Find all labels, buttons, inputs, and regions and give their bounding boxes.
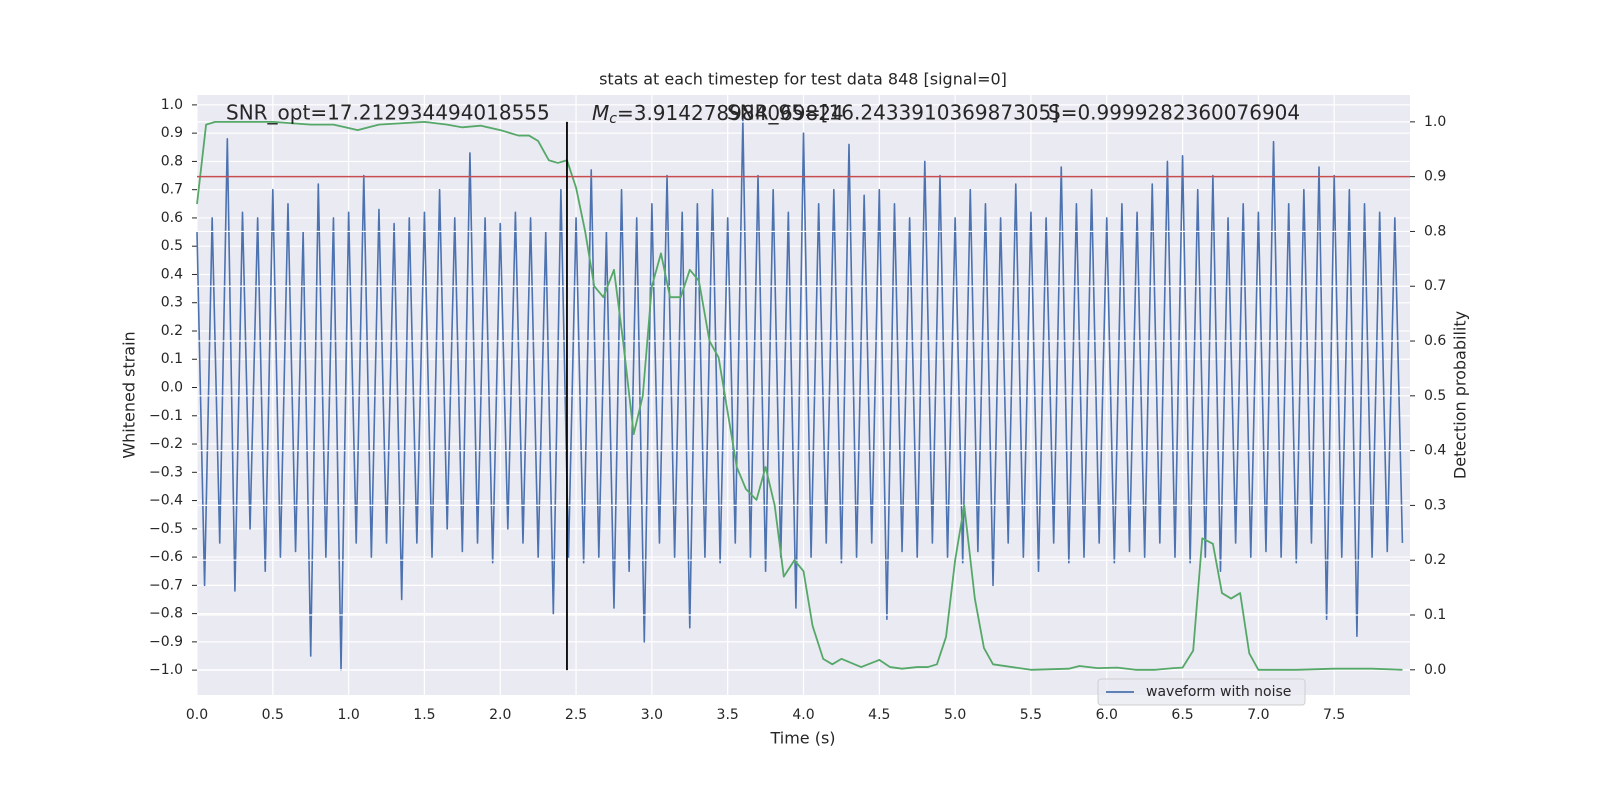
y-tick-label: 0.1 bbox=[161, 351, 183, 367]
x-tick-label: 2.5 bbox=[565, 707, 587, 723]
y-tick-label: −0.8 bbox=[149, 606, 183, 622]
waveform-line bbox=[196, 118, 1404, 671]
x-tick-label: 5.0 bbox=[944, 707, 966, 723]
y-tick-label: 0.2 bbox=[161, 323, 183, 339]
y2-tick-label: 0.7 bbox=[1424, 278, 1446, 294]
y-tick-label: 0.4 bbox=[161, 266, 183, 282]
y2-tick-label: 0.6 bbox=[1424, 333, 1446, 349]
y2-tick-label: 0.0 bbox=[1424, 662, 1446, 678]
x-tick-label: 4.5 bbox=[868, 707, 890, 723]
annotation-value: =3.914278984069824 bbox=[617, 101, 844, 125]
y-tick-label: −0.6 bbox=[149, 549, 183, 565]
y2-tick-label: 1.0 bbox=[1424, 114, 1446, 130]
y-tick-label: −0.4 bbox=[149, 493, 183, 509]
y2-tick-label: 0.9 bbox=[1424, 169, 1446, 185]
y-tick-label: 0.7 bbox=[161, 182, 183, 198]
y-tick-label: 0.3 bbox=[161, 295, 183, 311]
y2-tick-label: 0.5 bbox=[1424, 388, 1446, 404]
y-tick-label: −0.2 bbox=[149, 436, 183, 452]
annotation: S=0.9999282360076904 bbox=[1048, 101, 1300, 125]
y-tick-label: −0.9 bbox=[149, 634, 183, 650]
legend-box bbox=[1097, 678, 1306, 706]
y-tick-label: −0.7 bbox=[149, 577, 183, 593]
legend-label: waveform with noise bbox=[1146, 684, 1291, 700]
y2-tick-label: 0.8 bbox=[1424, 223, 1446, 239]
y-tick-label: −0.1 bbox=[149, 408, 183, 424]
y-tick-label: 0.8 bbox=[161, 153, 183, 169]
y2-axis-label: Detection probability bbox=[1451, 311, 1470, 479]
annotation: SNR_opt=17.212934494018555 bbox=[226, 101, 550, 125]
annotation-symbol: M bbox=[592, 101, 609, 125]
x-tick-label: 5.5 bbox=[1020, 707, 1042, 723]
y2-tick-label: 0.3 bbox=[1424, 497, 1446, 513]
y2-tick-label: 0.4 bbox=[1424, 443, 1446, 459]
x-tick-label: 1.0 bbox=[337, 707, 359, 723]
x-tick-label: 0.0 bbox=[186, 707, 208, 723]
x-tick-label: 3.5 bbox=[717, 707, 739, 723]
annotation: SNR_95=[16.243391036987305] bbox=[727, 101, 1059, 125]
y-tick-label: 0.6 bbox=[161, 210, 183, 226]
x-tick-label: 7.5 bbox=[1323, 707, 1345, 723]
chart-title: stats at each timestep for test data 848… bbox=[599, 70, 1007, 89]
x-tick-label: 0.5 bbox=[262, 707, 284, 723]
x-tick-label: 4.0 bbox=[792, 707, 814, 723]
y-axis-label: Whitened strain bbox=[120, 331, 139, 458]
x-tick-label: 3.0 bbox=[641, 707, 663, 723]
y-tick-label: 0.0 bbox=[161, 380, 183, 396]
x-tick-label: 6.0 bbox=[1096, 707, 1118, 723]
annotation: Mc=3.914278984069824 bbox=[592, 101, 844, 128]
y-tick-label: 0.5 bbox=[161, 238, 183, 254]
y-tick-label: −0.5 bbox=[149, 521, 183, 537]
x-tick-label: 2.0 bbox=[489, 707, 511, 723]
annotation-subscript: c bbox=[609, 111, 617, 127]
y-tick-label: 0.9 bbox=[161, 125, 183, 141]
probability-line bbox=[196, 120, 1403, 671]
y2-tick-label: 0.2 bbox=[1424, 552, 1446, 568]
x-axis-label: Time (s) bbox=[769, 729, 835, 748]
x-tick-label: 6.5 bbox=[1171, 707, 1193, 723]
y-tick-label: −0.3 bbox=[149, 464, 183, 480]
y-tick-label: −1.0 bbox=[149, 662, 183, 678]
y-tick-label: 1.0 bbox=[161, 97, 183, 113]
x-tick-label: 7.0 bbox=[1247, 707, 1269, 723]
x-tick-label: 1.5 bbox=[413, 707, 435, 723]
y2-tick-label: 0.1 bbox=[1424, 607, 1446, 623]
